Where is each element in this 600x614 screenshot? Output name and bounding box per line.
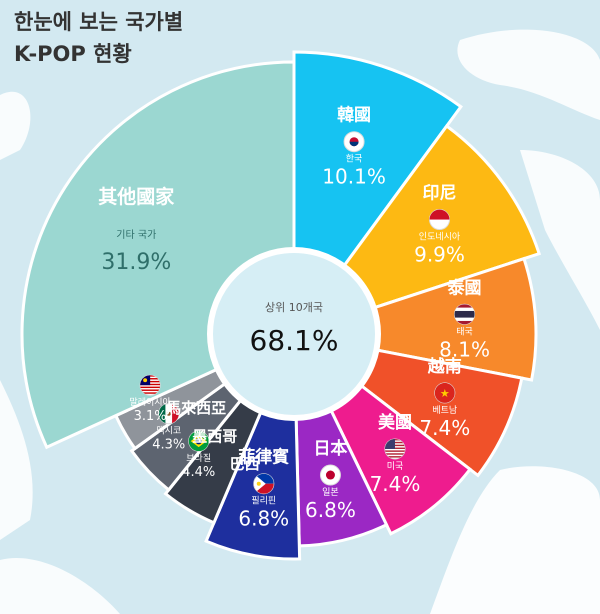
slice-local-name: 말레이시아 [129,396,171,408]
slice-value-label: 6.8% [305,498,356,522]
slice-local-name: 미국 [387,461,404,472]
flag-my-icon [139,374,161,396]
slice-value-label: 7.4% [419,416,470,440]
title-line-2: K-POP 현황 [14,42,132,66]
center-label: 상위 10개국 [265,301,323,314]
flag-vn-icon: ★ [434,382,456,404]
slice-name: 馬來西亞 [166,399,226,417]
slice-label-group: 泰國 태국8.1% [439,277,490,361]
slice-local-name: 기타 국가 [116,229,156,241]
slice-local-name: 멕시코 [156,426,181,437]
slice-name: 墨西哥 [192,428,237,446]
chart-slices [20,50,542,561]
flag-mx-icon [158,403,180,425]
slice-name: 菲律賓 [238,447,289,468]
slice-value-label: 3.1% [134,409,167,424]
slice-name: 美國 [378,412,412,433]
flag-br-icon [188,430,210,452]
slice-value-label: 8.1% [439,337,490,361]
slice-value-label: 7.4% [370,472,421,496]
slice-local-name: 인도네시아 [419,232,461,243]
slice-value-label: 4.4% [182,465,215,480]
slice-name: 越南 [427,356,462,377]
slice-value-label: 4.3% [152,438,185,453]
slice-name: 日本 [313,438,347,459]
flag-kr-icon [343,131,365,153]
slice-name: 韓國 [337,105,371,126]
center-value: 68.1% [250,324,339,357]
slice-name: 巴西 [230,455,260,473]
flag-ph-icon [253,473,275,495]
slice-local-name: 일본 [322,487,339,498]
slice-name: 泰國 [448,277,482,298]
flag-id-icon [429,209,451,231]
center-hole [207,247,381,421]
title-line-1: 한눈에 보는 국가별 [14,10,184,34]
slice-label-group: 日本 일본6.8% [305,438,356,522]
slice-name: 其他國家 [98,185,175,208]
slice-local-name: 베트남 [432,405,457,416]
slice-value-label: 9.9% [414,243,465,267]
flag-th-icon [454,303,476,325]
slice-local-name: 브라질 [186,452,211,464]
slice-value-label: 6.8% [238,507,289,531]
slice-local-name: 필리핀 [251,495,276,507]
title-block: 한눈에 보는 국가별 K-POP 현황 [14,6,183,70]
chart-labels: 韓國한국10.1%印尼인도네시아9.9%泰國태국8.1%越南★베트남7.4%美國… [98,105,490,531]
flag-jp-icon [319,464,341,486]
slice-value-label: 10.1% [322,165,386,189]
slice-name: 印尼 [423,184,457,204]
svg-text:★: ★ [440,387,450,400]
slice-local-name: 태국 [456,326,473,337]
slice-label-group: 美國 미국7.4% [370,412,421,496]
slice-local-name: 한국 [346,154,363,165]
slice-value-label: 31.9% [101,250,171,275]
slice-label-group: 其他國家 기타 국가 31.9% [98,185,175,275]
flag-us-icon [384,438,406,460]
